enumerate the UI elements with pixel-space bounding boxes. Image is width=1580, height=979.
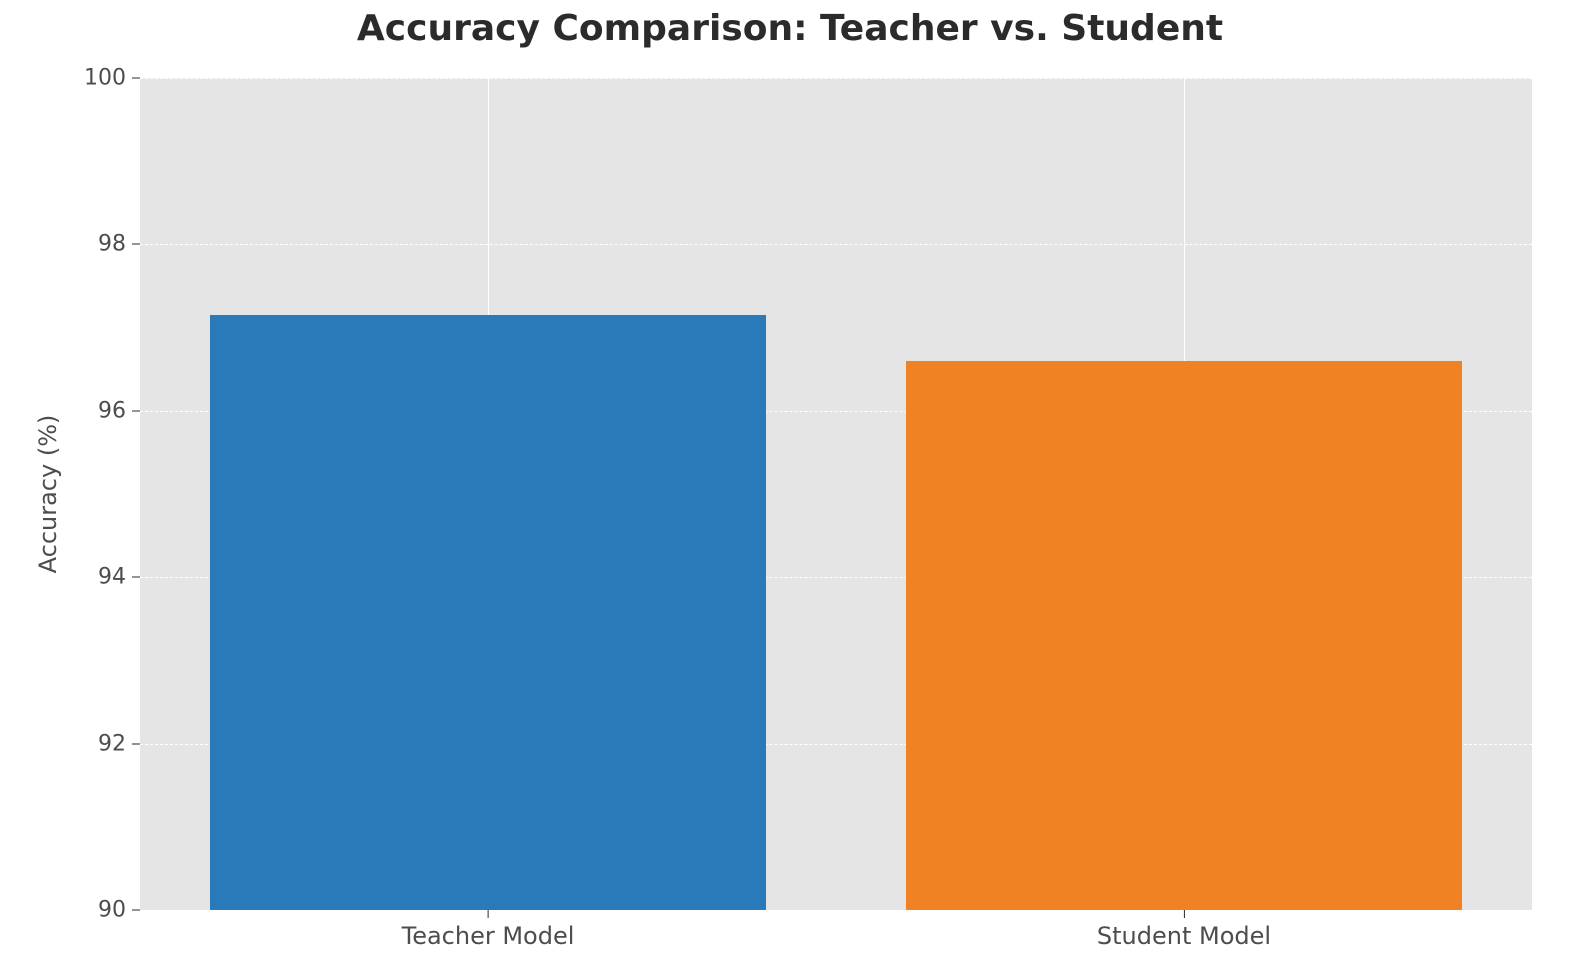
y-tick-label: 90 [98, 898, 126, 923]
x-tick: Student Model [1097, 910, 1271, 950]
y-tick: 100 [84, 66, 140, 91]
y-tick-mark [132, 743, 140, 744]
y-tick-mark [132, 244, 140, 245]
gridline-horizontal [140, 910, 1532, 911]
y-tick-mark [132, 910, 140, 911]
y-tick-label: 98 [98, 232, 126, 257]
x-tick-mark [1183, 910, 1184, 918]
y-tick: 96 [98, 398, 140, 423]
plot-area: 9092949698100Teacher ModelStudent Model [140, 78, 1532, 910]
y-tick: 92 [98, 731, 140, 756]
x-tick-mark [488, 910, 489, 918]
bar [906, 361, 1463, 910]
x-tick-label: Student Model [1097, 922, 1271, 950]
y-tick-label: 92 [98, 731, 126, 756]
x-tick-label: Teacher Model [402, 922, 575, 950]
figure: Accuracy Comparison: Teacher vs. Student… [0, 0, 1580, 979]
gridline-horizontal [140, 244, 1532, 245]
x-tick: Teacher Model [402, 910, 575, 950]
y-axis-label: Accuracy (%) [34, 415, 62, 574]
y-tick-mark [132, 410, 140, 411]
gridline-horizontal [140, 78, 1532, 79]
y-tick: 94 [98, 565, 140, 590]
y-tick-mark [132, 577, 140, 578]
y-tick-label: 96 [98, 398, 126, 423]
y-tick: 90 [98, 898, 140, 923]
chart-title: Accuracy Comparison: Teacher vs. Student [0, 8, 1580, 49]
bar [210, 315, 767, 910]
y-tick-label: 100 [84, 66, 126, 91]
y-tick: 98 [98, 232, 140, 257]
y-tick-label: 94 [98, 565, 126, 590]
y-tick-mark [132, 78, 140, 79]
